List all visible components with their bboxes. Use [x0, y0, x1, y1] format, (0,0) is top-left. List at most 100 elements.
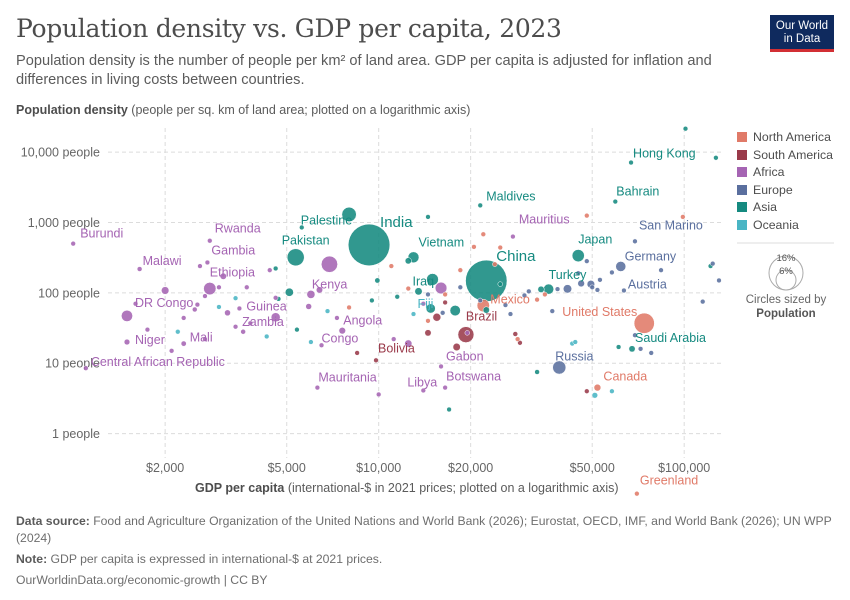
data-point: [83, 365, 89, 371]
data-point: [376, 391, 382, 398]
data-point: [247, 320, 253, 326]
legend-item[interactable]: Asia: [737, 199, 777, 215]
legend-swatch: [737, 220, 747, 230]
point-label: Zambia: [242, 315, 284, 329]
data-point: [308, 339, 314, 345]
point-label: Maldives: [486, 189, 535, 203]
data-point: [537, 285, 545, 293]
point-label: Hong Kong: [633, 147, 696, 161]
data-point: [420, 301, 426, 307]
data-point: [449, 305, 461, 317]
data-point: [338, 327, 346, 335]
point-labels: India China Pakistan Palestine Vietnam Iraq Ja…: [80, 147, 706, 488]
data-point: [181, 315, 187, 321]
data-point: [240, 329, 246, 335]
data-point: [446, 406, 452, 413]
data-point: [584, 388, 590, 394]
data-point: [161, 286, 170, 295]
point-label: Burundi: [80, 227, 123, 241]
data-point: [594, 287, 601, 293]
data-point: [526, 288, 532, 295]
legend-item[interactable]: Africa: [737, 164, 784, 180]
y-axis-label: Population density (people per sq. km of…: [16, 103, 470, 117]
data-point: [286, 248, 305, 267]
owid-logo[interactable]: Our World in Data: [770, 15, 834, 52]
data-point: [426, 273, 439, 286]
logo-line-1: Our World: [775, 20, 829, 32]
data-source: Data source: Food and Agriculture Organi…: [16, 513, 836, 547]
legend-item[interactable]: North America: [737, 129, 831, 145]
data-point: [294, 326, 300, 333]
note-label: Note:: [16, 552, 48, 566]
point-label: Gabon: [446, 349, 484, 363]
x-tick-label: $2,000: [146, 461, 184, 475]
data-point: [597, 277, 603, 283]
data-point: [471, 244, 477, 250]
point-label: Russia: [555, 349, 593, 363]
data-point: [121, 310, 133, 322]
x-axis-label-rest: (international-$ in 2021 prices; plotted…: [284, 481, 619, 495]
legend-item[interactable]: Oceania: [737, 217, 799, 233]
x-tick-labels: $2,000 $5,000 $10,000 $20,000 $50,000 $100,00…: [146, 461, 710, 475]
data-point: [374, 277, 381, 284]
point-label: Mauritania: [318, 371, 376, 385]
legend-label: Europe: [753, 182, 793, 197]
data-point: [192, 306, 198, 313]
point-label: Bahrain: [616, 185, 659, 199]
x-tick-label: $20,000: [448, 461, 493, 475]
point-label: San Marino: [639, 218, 703, 232]
point-label: Fiji: [417, 297, 433, 311]
data-point: [284, 287, 294, 297]
data-point: [273, 265, 279, 272]
data-point: [144, 326, 151, 333]
data-point: [434, 281, 448, 295]
data-point: [388, 263, 394, 269]
data-point: [534, 297, 540, 303]
data-point: [591, 392, 598, 399]
data-point: [457, 267, 463, 273]
data-point: [346, 304, 352, 311]
data-point: [510, 233, 516, 240]
data-point: [682, 126, 689, 132]
data-point: [612, 198, 618, 205]
legend-item[interactable]: Europe: [737, 182, 793, 198]
data-point: [575, 270, 581, 276]
legend-item[interactable]: South America: [737, 147, 833, 163]
x-axis-label: GDP per capita (international-$ in 2021 …: [195, 481, 619, 495]
data-point: [202, 293, 208, 299]
data-point: [123, 338, 131, 346]
point-label: Palestine: [301, 213, 352, 227]
source-url[interactable]: OurWorldinData.org/economic-growth | CC …: [16, 573, 268, 587]
data-source-text: Food and Agriculture Organization of the…: [16, 514, 832, 545]
point-label: Austria: [628, 277, 667, 291]
data-point: [593, 383, 602, 392]
data-point: [584, 213, 590, 219]
data-point: [549, 308, 555, 314]
data-point: [270, 312, 281, 323]
point-label: Saudi Arabia: [635, 331, 706, 345]
data-point: [716, 277, 722, 284]
point-label: Niger: [135, 333, 165, 347]
point-label: Botswana: [446, 370, 501, 384]
point-label: Malawi: [143, 254, 182, 268]
point-label: Gambia: [211, 243, 255, 257]
y-tick-label: 1 people: [52, 427, 100, 441]
data-point: [554, 286, 561, 292]
size-key-circle-small: [775, 269, 797, 291]
data-point: [442, 384, 448, 391]
data-point: [197, 263, 203, 269]
data-point: [404, 339, 413, 348]
data-point: [440, 310, 446, 316]
data-point: [414, 287, 423, 296]
legend-label: North America: [753, 130, 831, 144]
data-point: [482, 306, 490, 314]
data-point: [202, 336, 208, 342]
point-label: Mexico: [490, 293, 530, 307]
point-label: Libya: [407, 375, 437, 389]
point-label: Central African Republic: [91, 355, 225, 369]
chart-subtitle: Population density is the number of peop…: [16, 53, 712, 88]
data-point: [700, 298, 706, 305]
data-point: [232, 295, 239, 301]
point-label: Pakistan: [282, 233, 330, 247]
data-point: [632, 238, 638, 244]
